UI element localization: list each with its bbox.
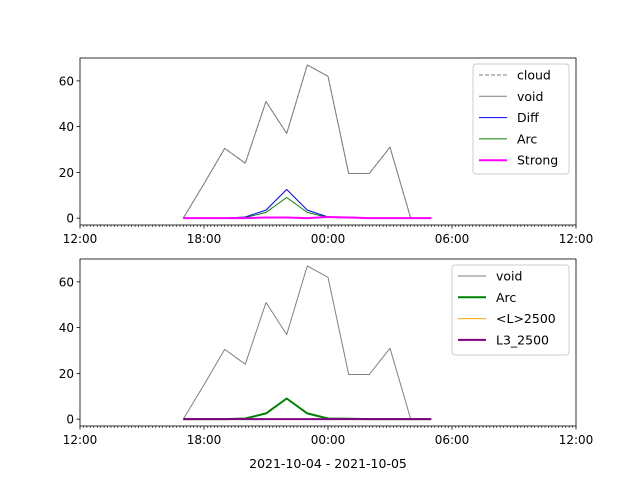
x-tick-label: 12:00 xyxy=(559,232,594,246)
legend-label: Diff xyxy=(517,110,539,125)
y-tick-label: 20 xyxy=(59,367,74,381)
x-tick-label: 12:00 xyxy=(63,433,98,447)
legend: void Arc <L>2500 L3_2500 xyxy=(451,264,570,356)
x-axis-label: 2021-10-04 - 2021-10-05 xyxy=(249,456,407,471)
legend-label: Strong xyxy=(517,153,558,168)
x-tick-label: 18:00 xyxy=(187,232,222,246)
x-tick-label: 06:00 xyxy=(435,232,470,246)
x-tick-label: 06:00 xyxy=(435,433,470,447)
legend-label: void xyxy=(496,269,522,284)
top-chart-panel: 12:00 18:00 00:00 06:00 12:00 0 20 40 60 cloud voi… xyxy=(59,57,594,246)
y-tick-label: 0 xyxy=(66,212,74,226)
series-line-void xyxy=(182,265,432,420)
series-line-void xyxy=(182,64,432,219)
series-line-cloud xyxy=(182,64,432,219)
legend: cloud void Diff Arc Strong xyxy=(472,63,570,175)
series-line-strong xyxy=(183,216,432,220)
legend-label: <L>2500 xyxy=(496,311,556,326)
series-line-arc xyxy=(183,197,432,219)
x-tick-label: 12:00 xyxy=(63,232,98,246)
x-tick-label: 18:00 xyxy=(187,433,222,447)
legend-box xyxy=(451,264,570,356)
y-tick-label: 40 xyxy=(59,120,74,134)
x-tick-label: 00:00 xyxy=(311,433,346,447)
bottom-chart-panel: 12:00 18:00 00:00 06:00 12:00 0 20 40 60 void Arc <… xyxy=(59,258,594,447)
y-tick-label: 20 xyxy=(59,166,74,180)
legend-label: void xyxy=(517,89,543,104)
legend-label: Arc xyxy=(517,131,537,146)
legend-box xyxy=(472,63,570,175)
y-tick-label: 0 xyxy=(66,413,74,427)
y-tick-label: 40 xyxy=(59,321,74,335)
legend-label: cloud xyxy=(517,68,551,83)
legend-label: L3_2500 xyxy=(496,332,549,347)
legend-label: Arc xyxy=(496,290,516,305)
x-tick-label: 12:00 xyxy=(559,433,594,447)
x-tick-label: 00:00 xyxy=(311,232,346,246)
series-line-arc xyxy=(183,397,432,421)
y-tick-label: 60 xyxy=(59,74,74,88)
series-line-diff xyxy=(183,189,432,219)
y-tick-label: 60 xyxy=(59,275,74,289)
